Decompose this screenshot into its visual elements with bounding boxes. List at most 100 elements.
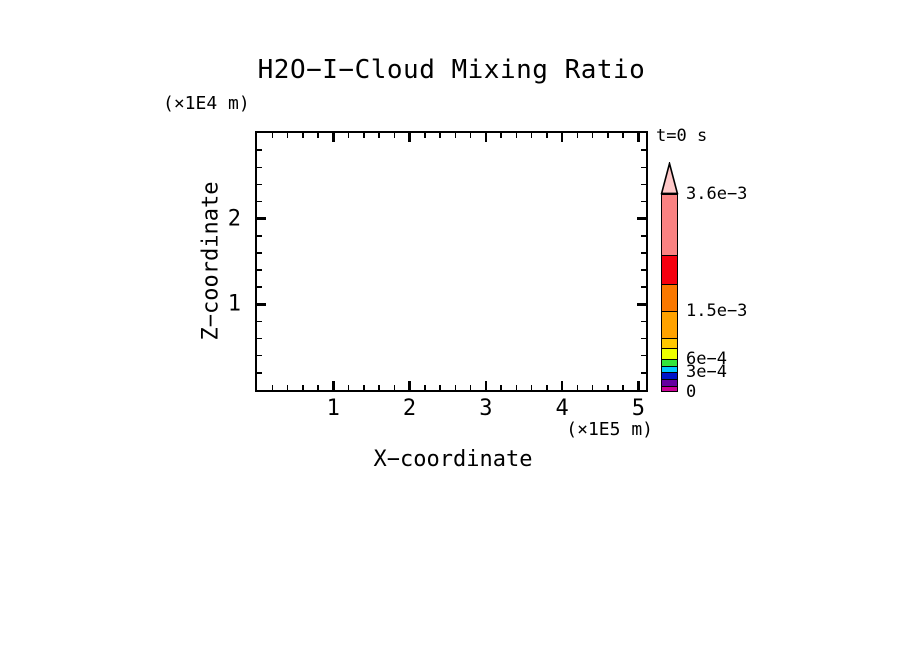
y-axis-minor-tick [257,354,262,357]
y-axis-minor-tick [257,320,262,323]
x-axis-minor-tick [302,385,304,390]
y-axis-major-tick [257,303,266,306]
x-axis-minor-tick [393,385,396,390]
colorbar-segment [662,348,677,359]
x-axis-minor-tick [530,385,533,390]
x-axis-major-tick [484,133,488,142]
x-axis-minor-tick [424,133,426,138]
y-axis-minor-tick [641,149,646,151]
x-axis-minor-tick [622,385,624,390]
x-axis-minor-tick [271,133,273,138]
colorbar-segment [662,386,677,392]
y-axis-minor-tick [257,200,262,203]
x-axis-minor-tick [378,133,380,138]
x-axis-minor-tick [378,385,380,390]
colorbar-level-label: 3.6e−3 [686,184,748,204]
x-axis-minor-tick [393,133,396,138]
y-axis-tick-label: 2 [227,206,241,232]
x-axis-tick-label: 1 [326,396,340,421]
x-axis-major-tick [332,133,335,142]
x-axis-unit-label: (×1E5 m) [566,419,653,440]
y-axis-minor-tick [257,372,262,374]
x-axis-major-tick [408,381,411,390]
x-axis-minor-tick [607,385,609,390]
plot-area [255,131,648,392]
x-axis-minor-tick [363,133,365,138]
x-axis-tick-label: 2 [402,396,417,421]
y-axis-minor-tick [257,286,262,288]
colorbar-segment [662,311,677,338]
x-axis-minor-tick [317,133,319,138]
time-annotation: t=0 s [656,126,708,146]
chart-title: H2O−I−Cloud Mixing Ratio [257,55,646,85]
y-axis-minor-tick [257,183,262,186]
x-axis-tick-label: 5 [631,396,645,421]
x-axis-minor-tick [622,133,624,138]
y-axis-minor-tick [641,183,646,186]
y-axis-major-tick [637,217,646,220]
y-axis-title: Z−coordinate [198,181,224,341]
x-axis-minor-tick [439,133,441,138]
x-axis-minor-tick [317,385,319,390]
y-axis-major-tick [257,217,266,220]
x-axis-minor-tick [469,385,472,390]
colorbar-segment [662,359,677,366]
x-axis-major-tick [637,133,640,142]
colorbar-segment [662,379,677,386]
y-axis-minor-tick [641,235,646,237]
x-axis-minor-tick [439,385,441,390]
colorbar-overrange-arrow-icon [660,162,679,195]
y-axis-minor-tick [641,320,646,323]
x-axis-minor-tick [591,133,594,138]
y-axis-minor-tick [257,269,262,271]
x-axis-minor-tick [500,133,502,138]
x-axis-minor-tick [500,385,502,390]
y-axis-minor-tick [257,337,262,340]
x-axis-minor-tick [347,385,350,390]
x-axis-minor-tick [576,385,579,390]
x-axis-major-tick [408,133,411,142]
x-axis-minor-tick [454,385,457,390]
x-axis-minor-tick [576,133,579,138]
colorbar-segment [662,194,677,255]
x-axis-tick-label: 3 [479,396,493,421]
y-axis-minor-tick [641,354,646,357]
x-axis-major-tick [332,381,335,390]
y-axis-minor-tick [641,269,646,271]
x-axis-minor-tick [515,385,518,390]
x-axis-tick-label: 4 [555,396,569,421]
x-axis-minor-tick [530,133,533,138]
y-axis-minor-tick [257,166,262,169]
x-axis-minor-tick [469,133,472,138]
x-axis-major-tick [560,381,564,390]
colorbar-level-label: 0 [686,382,697,402]
y-axis-minor-tick [641,286,646,288]
y-axis-tick-label: 1 [227,291,241,317]
colorbar-segment [662,372,677,379]
colorbar-segment [662,284,677,311]
x-axis-minor-tick [424,385,426,390]
y-axis-minor-tick [641,200,646,203]
colorbar [661,194,678,392]
x-axis-major-tick [637,381,640,390]
y-axis-minor-tick [641,337,646,340]
x-axis-minor-tick [271,385,273,390]
x-axis-minor-tick [454,133,457,138]
colorbar-level-label: 6e−4 [686,349,727,369]
x-axis-minor-tick [607,133,609,138]
x-axis-major-tick [560,133,564,142]
colorbar-segment [662,338,677,348]
x-axis-minor-tick [347,133,350,138]
y-axis-minor-tick [641,166,646,169]
colorbar-segment [662,255,677,284]
x-axis-minor-tick [286,385,289,390]
x-axis-minor-tick [286,133,289,138]
y-axis-minor-tick [257,149,262,151]
x-axis-minor-tick [546,385,548,390]
x-axis-minor-tick [302,133,304,138]
colorbar-segment [662,366,677,372]
y-axis-minor-tick [257,252,262,254]
x-axis-minor-tick [591,385,594,390]
x-axis-major-tick [484,381,488,390]
